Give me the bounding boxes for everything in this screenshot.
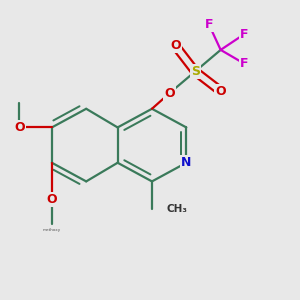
Text: N: N [181,156,191,169]
Text: O: O [164,87,175,100]
Text: F: F [205,18,213,31]
Text: methoxy: methoxy [43,227,61,232]
Text: S: S [190,65,200,78]
Text: F: F [240,28,248,41]
Text: F: F [240,57,248,70]
Text: O: O [46,193,57,206]
Text: O: O [170,40,181,52]
Text: CH₃: CH₃ [167,204,188,214]
Text: O: O [14,121,25,134]
Text: O: O [215,85,226,98]
